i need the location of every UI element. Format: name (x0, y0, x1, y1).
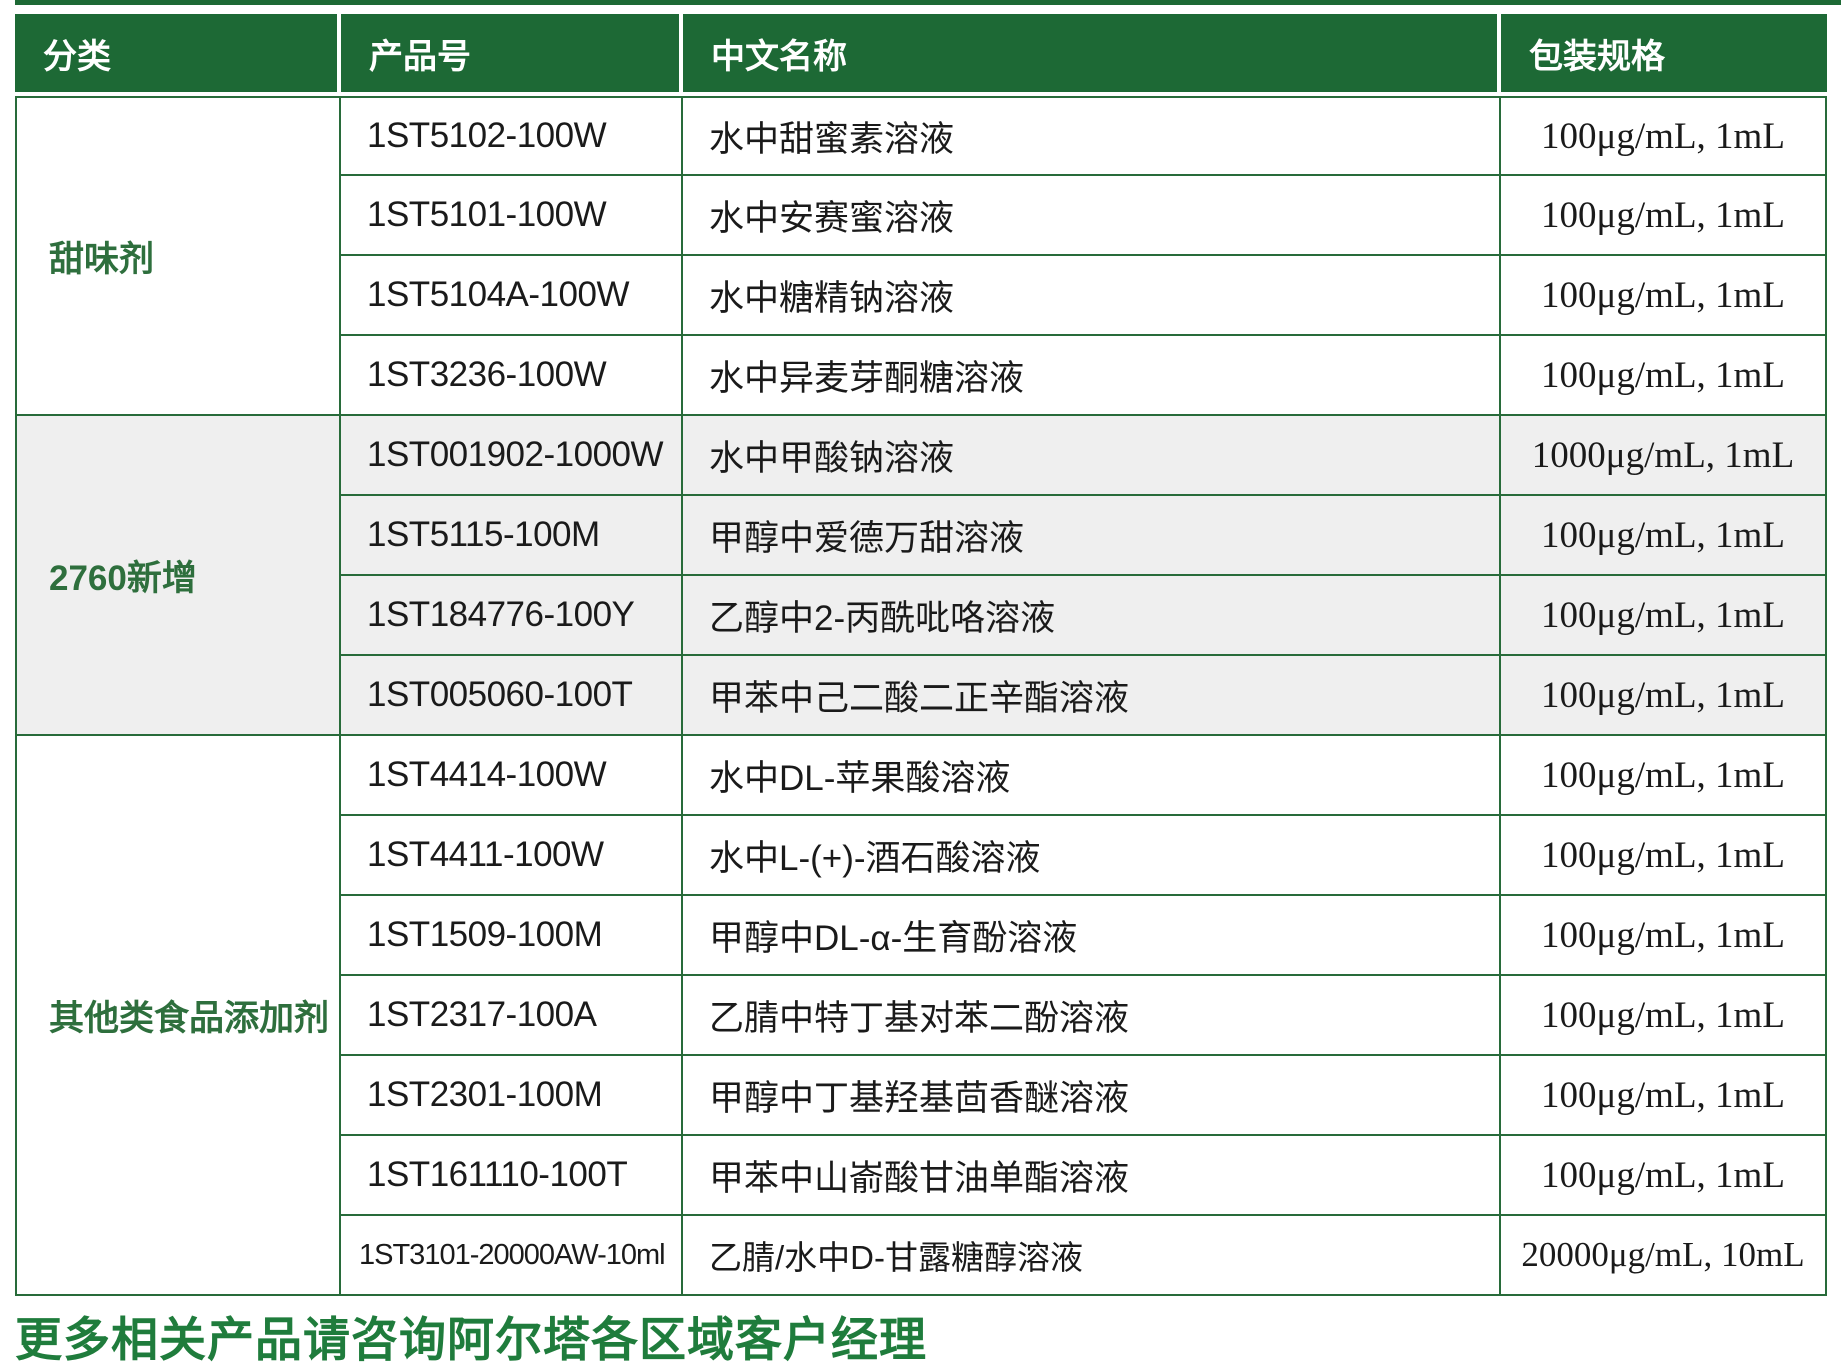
product-number-cell: 1ST184776-100Y (341, 576, 683, 656)
table-row: 1ST005060-100T 甲苯中己二酸二正辛酯溶液 100μg/mL, 1mL (15, 656, 1827, 736)
table-row: 其他类食品添加剂 1ST4414-100W 水中DL-苹果酸溶液 100μg/mL, … (15, 736, 1827, 1296)
product-number-cell: 1ST3236-100W (341, 336, 683, 416)
product-name-cell: 水中DL-苹果酸溶液 (683, 736, 1501, 816)
table-row: 1ST4411-100W 水中L-(+)-酒石酸溶液 100μg/mL, 1mL (15, 816, 1827, 896)
category-cell: 其他类食品添加剂 (15, 736, 341, 1296)
pack-spec-cell: 1000μg/mL, 1mL (1501, 416, 1827, 496)
pack-spec-cell: 100μg/mL, 1mL (1501, 496, 1827, 576)
table-row: 1ST161110-100T 甲苯中山嵛酸甘油单酯溶液 100μg/mL, 1mL (15, 1136, 1827, 1216)
products-table: 分类 产品号 中文名称 包装规格 甜味剂 1ST5102-100W 水中甜蜜素溶液 1… (15, 14, 1827, 1296)
pack-spec-cell: 100μg/mL, 1mL (1501, 96, 1827, 176)
product-name-cell: 甲苯中山嵛酸甘油单酯溶液 (683, 1136, 1501, 1216)
table-row: 2760新增 1ST001902-1000W 水中甲酸钠溶液 1000μg/mL, 1… (15, 416, 1827, 736)
table-row: 1ST184776-100Y 乙醇中2-丙酰吡咯溶液 100μg/mL, 1mL (15, 576, 1827, 656)
table-row: 1ST3101-20000AW-10ml 乙腈/水中D-甘露糖醇溶液 20000μg… (15, 1216, 1827, 1296)
product-number-cell: 1ST1509-100M (341, 896, 683, 976)
product-name-cell: 水中甜蜜素溶液 (683, 96, 1501, 176)
pack-spec-cell: 20000μg/mL, 10mL (1501, 1216, 1827, 1296)
product-number-cell: 1ST5115-100M (341, 496, 683, 576)
category-cell: 2760新增 (15, 416, 341, 736)
pack-spec-cell: 100μg/mL, 1mL (1501, 816, 1827, 896)
pack-spec-cell: 100μg/mL, 1mL (1501, 656, 1827, 736)
product-number-cell: 1ST5104A-100W (341, 256, 683, 336)
table-row: 1ST1509-100M 甲醇中DL-α-生育酚溶液 100μg/mL, 1mL (15, 896, 1827, 976)
header-category: 分类 (15, 14, 341, 96)
table-row: 1ST5101-100W 水中安赛蜜溶液 100μg/mL, 1mL (15, 176, 1827, 256)
table-row: 1ST5115-100M 甲醇中爱德万甜溶液 100μg/mL, 1mL (15, 496, 1827, 576)
pack-spec-cell: 100μg/mL, 1mL (1501, 736, 1827, 816)
pack-spec-cell: 100μg/mL, 1mL (1501, 336, 1827, 416)
table-row: 甜味剂 1ST5102-100W 水中甜蜜素溶液 100μg/mL, 1mL (15, 96, 1827, 416)
table-row: 1ST2301-100M 甲醇中丁基羟基茴香醚溶液 100μg/mL, 1mL (15, 1056, 1827, 1136)
product-name-cell: 甲醇中爱德万甜溶液 (683, 496, 1501, 576)
product-name-cell: 甲醇中DL-α-生育酚溶液 (683, 896, 1501, 976)
product-number-cell: 1ST2317-100A (341, 976, 683, 1056)
pack-spec-cell: 100μg/mL, 1mL (1501, 176, 1827, 256)
product-number-cell: 1ST4411-100W (341, 816, 683, 896)
product-name-cell: 水中糖精钠溶液 (683, 256, 1501, 336)
product-number-cell: 1ST3101-20000AW-10ml (341, 1216, 683, 1296)
product-number-cell: 1ST005060-100T (341, 656, 683, 736)
product-name-cell: 乙腈中特丁基对苯二酚溶液 (683, 976, 1501, 1056)
pack-spec-cell: 100μg/mL, 1mL (1501, 256, 1827, 336)
product-name-cell: 水中甲酸钠溶液 (683, 416, 1501, 496)
top-border-line (15, 0, 1841, 5)
product-number-cell: 1ST4414-100W (341, 736, 683, 816)
product-number-cell: 1ST5102-100W (341, 96, 683, 176)
product-name-cell: 乙腈/水中D-甘露糖醇溶液 (683, 1216, 1501, 1296)
header-pack-spec: 包装规格 (1501, 14, 1827, 96)
pack-spec-cell: 100μg/mL, 1mL (1501, 1056, 1827, 1136)
product-number-cell: 1ST001902-1000W (341, 416, 683, 496)
footer-note: 更多相关产品请咨询阿尔塔各区域客户经理 (15, 1313, 927, 1366)
table-row: 1ST5104A-100W 水中糖精钠溶液 100μg/mL, 1mL (15, 256, 1827, 336)
pack-spec-cell: 100μg/mL, 1mL (1501, 896, 1827, 976)
pack-spec-cell: 100μg/mL, 1mL (1501, 976, 1827, 1056)
product-name-cell: 水中安赛蜜溶液 (683, 176, 1501, 256)
product-name-cell: 水中L-(+)-酒石酸溶液 (683, 816, 1501, 896)
category-cell: 甜味剂 (15, 96, 341, 416)
product-number-cell: 1ST5101-100W (341, 176, 683, 256)
table-row: 1ST2317-100A 乙腈中特丁基对苯二酚溶液 100μg/mL, 1mL (15, 976, 1827, 1056)
table-header-row: 分类 产品号 中文名称 包装规格 (15, 14, 1827, 96)
pack-spec-cell: 100μg/mL, 1mL (1501, 1136, 1827, 1216)
product-name-cell: 水中异麦芽酮糖溶液 (683, 336, 1501, 416)
product-number-cell: 1ST2301-100M (341, 1056, 683, 1136)
product-name-cell: 甲苯中己二酸二正辛酯溶液 (683, 656, 1501, 736)
header-chinese-name: 中文名称 (683, 14, 1501, 96)
product-name-cell: 乙醇中2-丙酰吡咯溶液 (683, 576, 1501, 656)
header-product-number: 产品号 (341, 14, 683, 96)
product-name-cell: 甲醇中丁基羟基茴香醚溶液 (683, 1056, 1501, 1136)
pack-spec-cell: 100μg/mL, 1mL (1501, 576, 1827, 656)
product-number-cell: 1ST161110-100T (341, 1136, 683, 1216)
table-row: 1ST3236-100W 水中异麦芽酮糖溶液 100μg/mL, 1mL (15, 336, 1827, 416)
